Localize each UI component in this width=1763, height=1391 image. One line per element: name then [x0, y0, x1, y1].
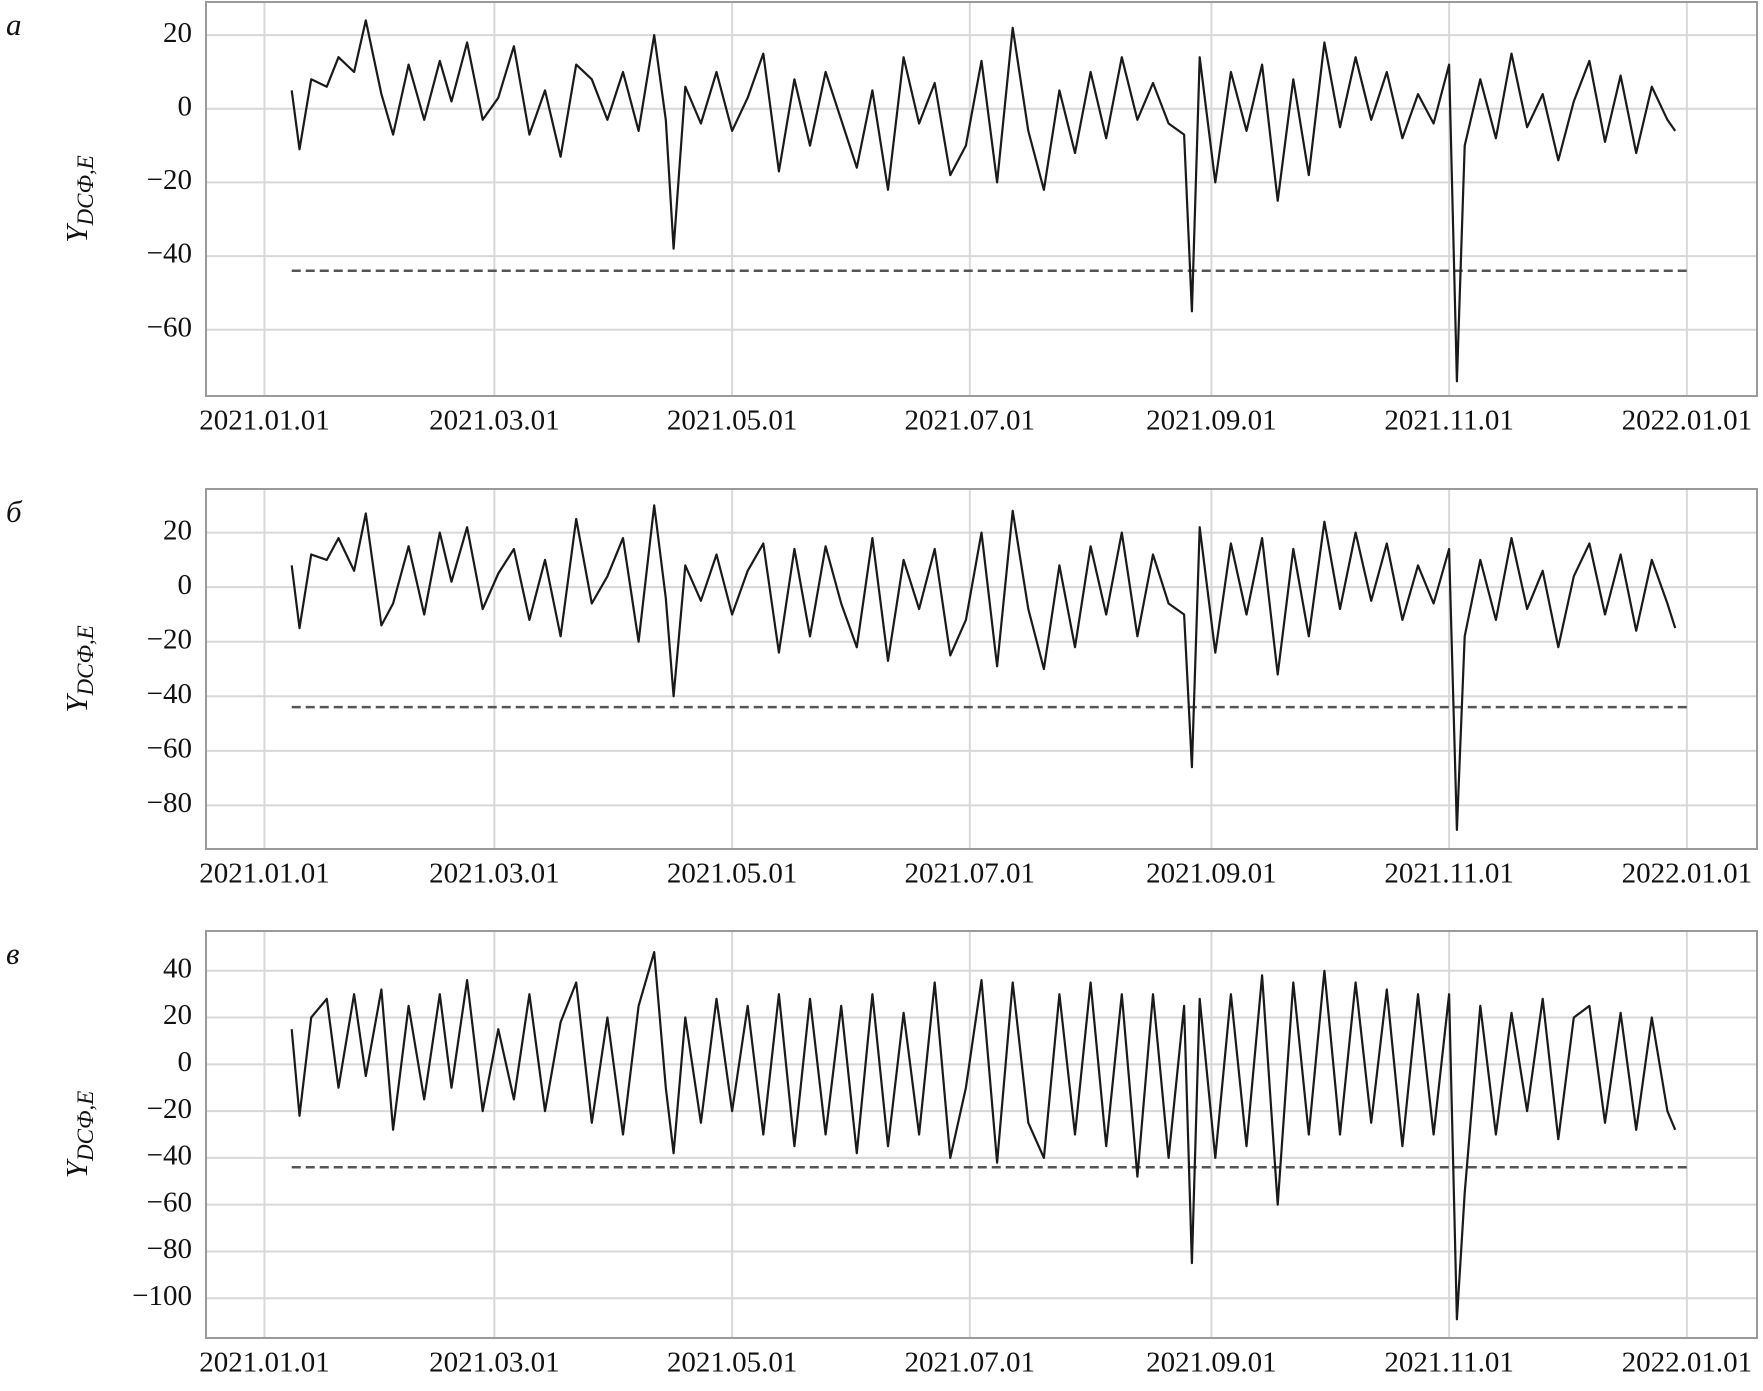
y-axis-label: YDCФ,E — [59, 1091, 98, 1179]
y-axis-label-main: Y — [59, 693, 94, 713]
x-tick-label: 2022.01.01 — [1622, 858, 1753, 890]
y-axis-label-sub: DCФ,E — [73, 155, 98, 226]
plot-frame — [205, 1, 1758, 397]
x-tick-label: 2021.05.01 — [667, 1347, 798, 1379]
panel: 2021.01.01 2021.03.01 2021.05.01 2021.07.01… — [6, 1, 1758, 437]
x-tick-label: 2021.05.01 — [667, 858, 798, 890]
y-tick-label: 0 — [178, 569, 193, 601]
y-tick-label: −20 — [147, 1093, 192, 1125]
x-tick-label: 2021.03.01 — [429, 1347, 560, 1379]
panel-label: а — [6, 7, 22, 42]
x-tick-label: 2021.09.01 — [1146, 405, 1277, 437]
series-line — [290, 504, 1677, 831]
x-tick-label: 2021.09.01 — [1146, 1347, 1277, 1379]
panel: 2021.01.01 2021.03.01 2021.05.01 2021.07.01… — [6, 488, 1758, 890]
x-tick-label: 2021.03.01 — [429, 858, 560, 890]
panel: 2021.01.01 2021.03.01 2021.05.01 2021.07.01… — [6, 930, 1758, 1379]
x-tick-label: 2022.01.01 — [1622, 405, 1753, 437]
y-axis-label-main: Y — [59, 1158, 94, 1178]
y-tick-label: −20 — [147, 623, 192, 655]
x-tick-label: 2021.05.01 — [667, 405, 798, 437]
panel-label: б — [6, 494, 23, 529]
x-tick-label: 2021.11.01 — [1384, 1347, 1513, 1379]
panel-label: в — [6, 936, 19, 971]
y-axis-label-sub: DCФ,E — [73, 625, 98, 696]
y-axis-label: YDCФ,E — [59, 155, 98, 243]
x-tick-label: 2021.11.01 — [1384, 858, 1513, 890]
series-line — [290, 19, 1677, 383]
y-tick-label: −40 — [147, 1140, 192, 1172]
y-tick-label: 20 — [163, 17, 192, 49]
y-tick-label: −40 — [147, 238, 192, 270]
y-tick-label: −60 — [147, 1186, 192, 1218]
x-tick-label: 2021.03.01 — [429, 405, 560, 437]
x-tick-label: 2021.09.01 — [1146, 858, 1277, 890]
x-tick-label: 2022.01.01 — [1622, 1347, 1753, 1379]
x-tick-label: 2021.07.01 — [905, 858, 1036, 890]
x-tick-label: 2021.07.01 — [905, 1347, 1036, 1379]
y-tick-label: 40 — [163, 952, 192, 984]
y-tick-label: −80 — [147, 787, 192, 819]
y-tick-label: −80 — [147, 1233, 192, 1265]
x-tick-label: 2021.01.01 — [199, 405, 330, 437]
y-axis-label-sub: DCФ,E — [73, 1091, 98, 1162]
y-axis-label: YDCФ,E — [59, 625, 98, 713]
x-tick-label: 2021.01.01 — [199, 858, 330, 890]
x-tick-label: 2021.07.01 — [905, 405, 1036, 437]
y-tick-label: 20 — [163, 514, 192, 546]
plot-frame — [205, 488, 1758, 850]
plot-frame — [205, 930, 1758, 1339]
series-line — [290, 951, 1677, 1321]
y-tick-label: −60 — [147, 732, 192, 764]
x-tick-label: 2021.01.01 — [199, 1347, 330, 1379]
y-tick-label: −100 — [132, 1280, 192, 1312]
y-tick-label: −60 — [147, 311, 192, 343]
x-tick-label: 2021.11.01 — [1384, 405, 1513, 437]
y-axis-label-main: Y — [59, 223, 94, 243]
y-tick-label: 0 — [178, 90, 193, 122]
y-tick-label: −20 — [147, 164, 192, 196]
y-tick-label: 20 — [163, 999, 192, 1031]
y-tick-label: 0 — [178, 1046, 193, 1078]
y-tick-label: −40 — [147, 678, 192, 710]
